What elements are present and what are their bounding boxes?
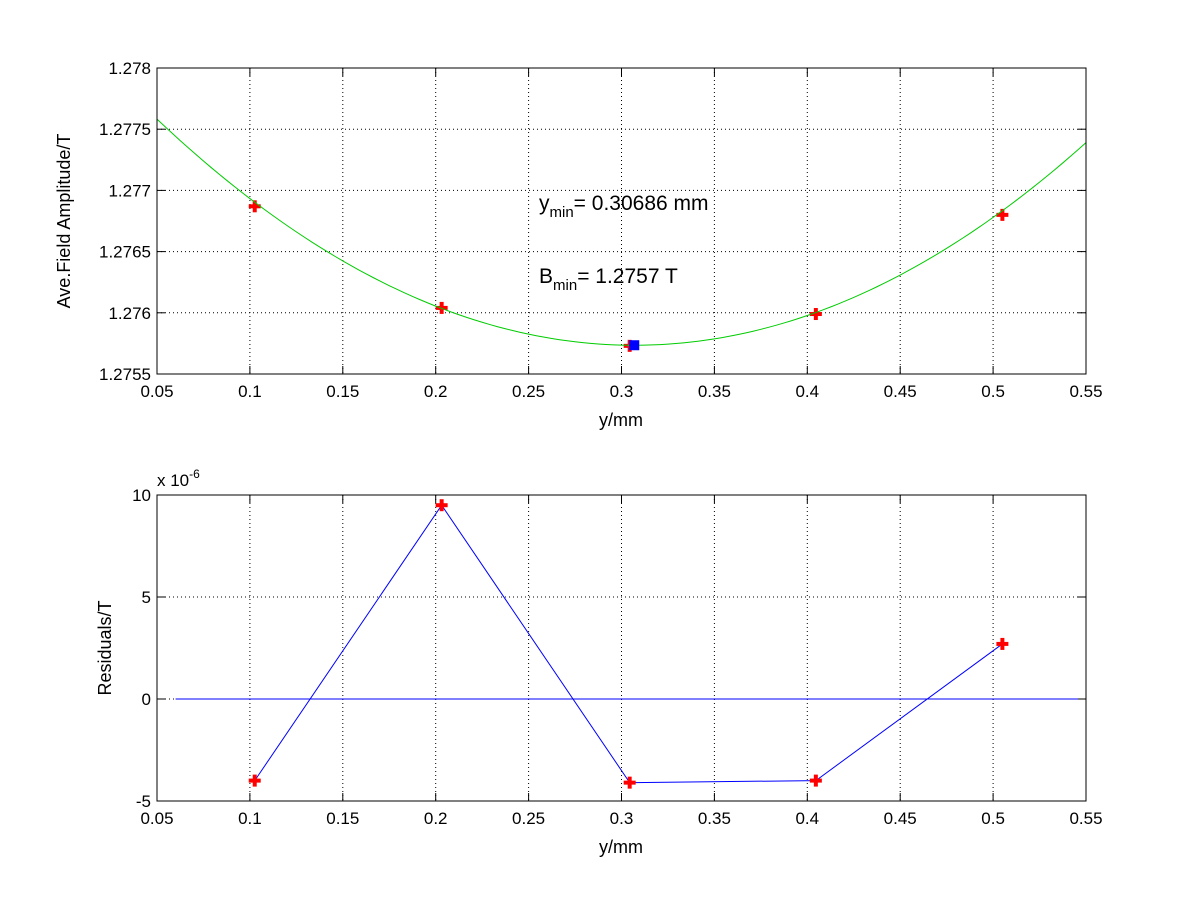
x-tick-label: 0.35 [698,809,731,828]
fit-plot-grid [157,68,1086,374]
residual-point [809,774,822,787]
y-tick-label: 1.276 [108,304,151,323]
fit-plot-xlabel: y/mm [599,410,643,430]
annotation-ymin: ymin= 0.30686 mm [539,192,709,221]
x-tick-label: 0.4 [795,382,819,401]
x-tick-label: 0.4 [795,809,819,828]
residuals-plot-ylabel: Residuals/T [95,600,115,695]
x-tick-label: 0.1 [238,809,262,828]
x-tick-label: 0.2 [424,809,448,828]
x-tick-label: 0.25 [512,382,545,401]
x-tick-label: 0.3 [610,809,634,828]
x-tick-label: 0.1 [238,382,262,401]
x-tick-label: 0.45 [884,382,917,401]
x-tick-label: 0.2 [424,382,448,401]
x-tick-label: 0.55 [1069,382,1102,401]
x-tick-label: 0.05 [140,809,173,828]
x-tick-label: 0.5 [981,809,1005,828]
x-tick-label: 0.45 [884,809,917,828]
x-tick-label: 0.35 [698,382,731,401]
x-tick-label: 0.05 [140,382,173,401]
x-tick-label: 0.55 [1069,809,1102,828]
residual-point [248,774,261,787]
fit-plot: 0.05 0.1 0.15 0.2 0.25 0.3 0.35 0.4 0.45 0.5 0.55 1… [54,59,1103,430]
y-tick-label: 1.2755 [99,365,151,384]
fit-plot-ticks: 0.05 0.1 0.15 0.2 0.25 0.3 0.35 0.4 0.45 0.5 0.55 1… [99,59,1103,401]
y-tick-label: 0 [142,690,151,709]
residuals-plot-series [175,499,1086,789]
residuals-plot-xlabel: y/mm [599,837,643,857]
residuals-scale-factor: x 10-6 [157,467,200,490]
x-tick-label: 0.15 [326,809,359,828]
y-tick-label: -5 [136,792,151,811]
y-tick-label: 1.2775 [99,120,151,139]
y-tick-label: 10 [132,486,151,505]
x-tick-label: 0.25 [512,809,545,828]
x-tick-label: 0.15 [326,382,359,401]
y-tick-label: 5 [142,588,151,607]
y-tick-label: 1.277 [108,181,151,200]
x-tick-label: 0.5 [981,382,1005,401]
residual-point [996,637,1009,650]
minimum-point [629,340,640,351]
y-tick-label: 1.2765 [99,243,151,262]
residual-point [435,499,448,512]
residuals-plot-ticks: 0.05 0.1 0.15 0.2 0.25 0.3 0.35 0.4 0.45 0.5 0.55 -… [132,486,1102,828]
annotation-bmin: Bmin= 1.2757 T [539,265,678,294]
fit-plot-series [156,118,1087,352]
residual-point [623,776,636,789]
fit-plot-ylabel: Ave.Field Amplitude/T [54,134,74,309]
residuals-plot: 0.05 0.1 0.15 0.2 0.25 0.3 0.35 0.4 0.45 0.5 0.55 -… [95,467,1103,857]
x-tick-label: 0.3 [610,382,634,401]
y-tick-label: 1.278 [108,59,151,78]
fit-curve [156,118,1087,346]
